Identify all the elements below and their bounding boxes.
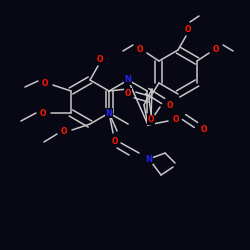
Text: O: O [42,78,48,88]
Text: O: O [213,44,219,54]
Text: N: N [124,76,132,84]
Text: O: O [137,44,143,54]
Text: O: O [148,116,154,124]
Text: O: O [97,54,103,64]
Text: O: O [201,124,207,134]
Text: N: N [106,108,112,118]
Text: O: O [185,24,191,34]
Text: O: O [167,100,173,110]
Text: O: O [125,88,131,98]
Text: N: N [146,154,152,164]
Text: O: O [173,114,179,124]
Text: O: O [112,136,118,145]
Text: O: O [61,128,67,136]
Text: O: O [40,108,46,118]
